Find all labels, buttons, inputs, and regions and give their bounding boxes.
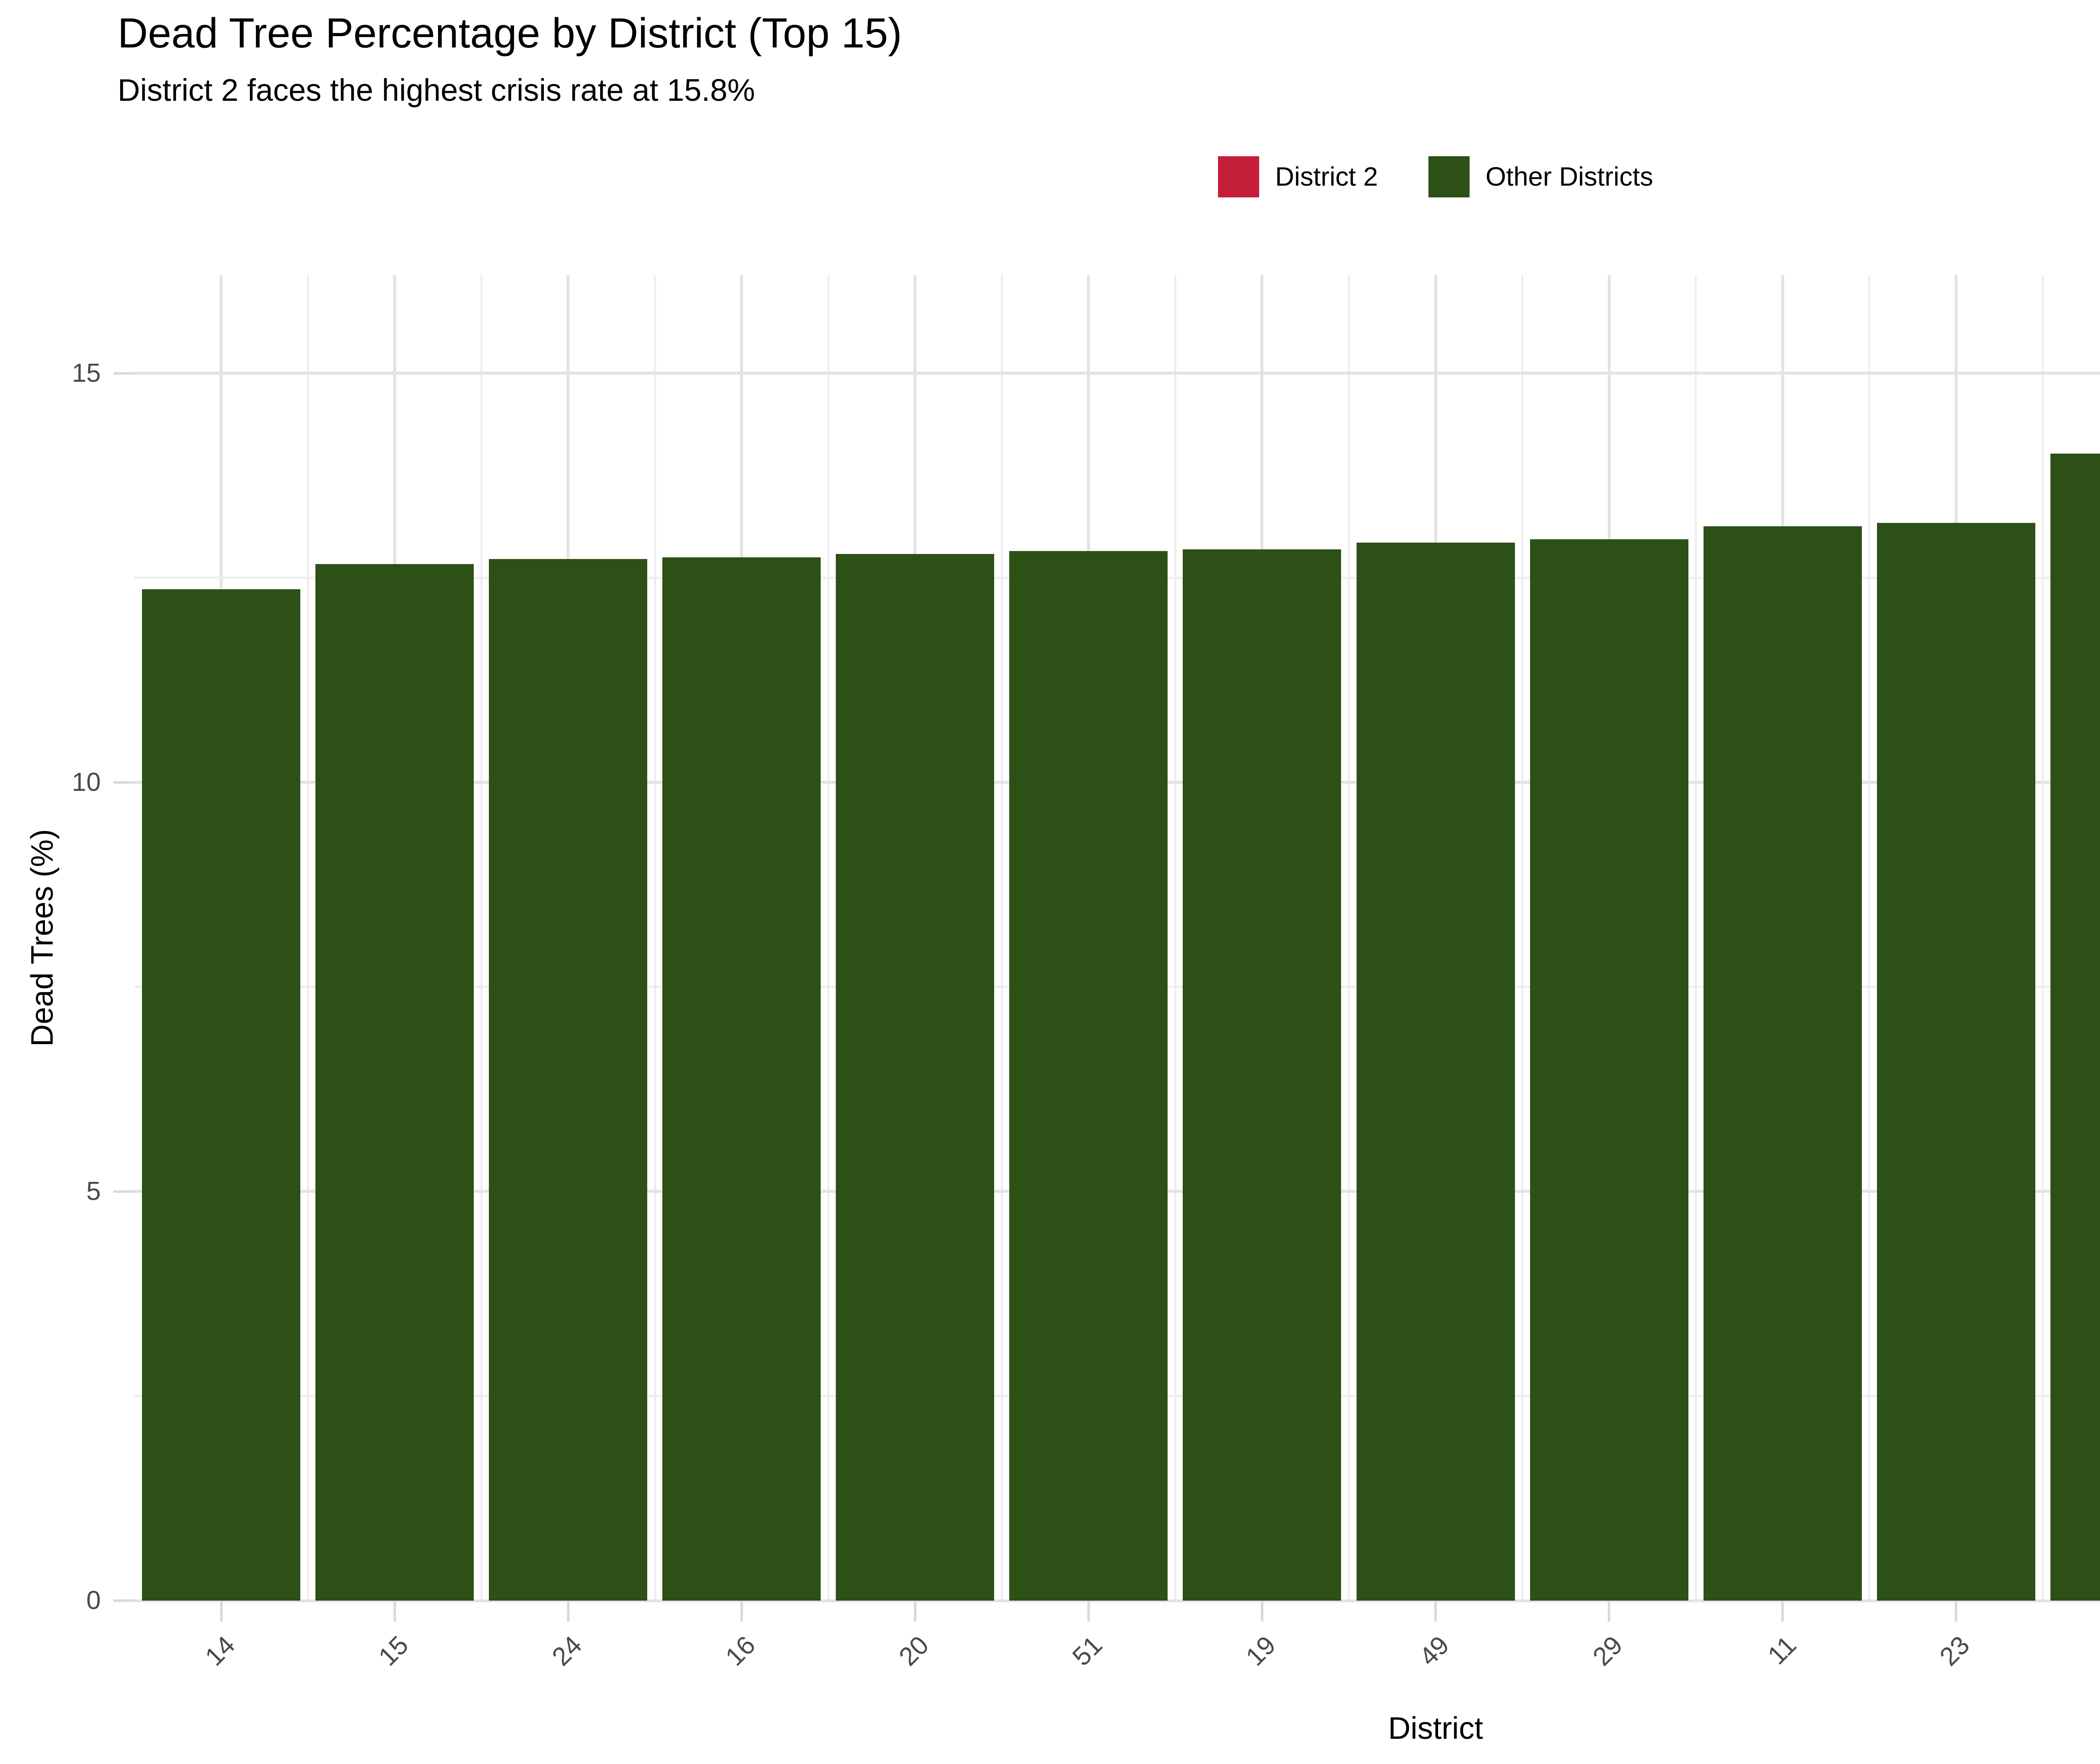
x-tick-mark (1434, 1601, 1437, 1622)
legend-swatch-district-2 (1218, 156, 1259, 197)
x-tick-mark (1781, 1601, 1784, 1622)
x-tick-label: 51 (1067, 1630, 1108, 1672)
y-axis-title: Dead Trees (%) (24, 829, 60, 1047)
bar-district-11 (1703, 526, 1862, 1601)
x-minor-gridline (1000, 275, 1003, 1601)
x-minor-gridline (480, 275, 483, 1601)
x-minor-gridline (1695, 275, 1697, 1601)
chart-subtitle: District 2 faces the highest crisis rate… (118, 73, 755, 108)
x-minor-gridline (654, 275, 656, 1601)
x-tick-label: 11 (1762, 1630, 1802, 1670)
y-major-gridline (134, 1599, 2100, 1602)
bar-district-51 (1009, 551, 1168, 1601)
x-minor-gridline (827, 275, 830, 1601)
bar-district-23 (1877, 523, 2035, 1601)
x-tick-label: 29 (1587, 1630, 1629, 1672)
x-tick-mark (567, 1601, 570, 1622)
x-tick-label: 20 (893, 1630, 934, 1672)
y-tick-label: 10 (72, 767, 101, 797)
bar-district-16 (662, 557, 821, 1601)
x-tick-label: 49 (1414, 1630, 1455, 1672)
legend-item-district-2: District 2 (1218, 156, 1378, 197)
plot-panel (134, 275, 2100, 1602)
y-tick-label: 0 (86, 1586, 101, 1615)
x-minor-gridline (1174, 275, 1176, 1601)
x-tick-mark (1955, 1601, 1958, 1622)
legend-swatch-other-districts (1428, 156, 1470, 197)
y-tick-label: 15 (72, 358, 101, 388)
x-tick-mark (1260, 1601, 1263, 1622)
bar-district-50 (2050, 453, 2100, 1601)
x-minor-gridline (1868, 275, 1871, 1601)
x-tick-mark (393, 1601, 396, 1622)
y-tick-label: 5 (86, 1176, 101, 1206)
bar-district-24 (489, 559, 648, 1601)
x-tick-mark (1087, 1601, 1090, 1622)
x-tick-mark (914, 1601, 916, 1622)
legend-label-district-2: District 2 (1275, 162, 1378, 192)
y-tick-mark (113, 781, 134, 784)
y-tick-mark (113, 1190, 134, 1193)
x-tick-label: 19 (1240, 1630, 1281, 1672)
x-tick-mark (740, 1601, 743, 1622)
bar-district-14 (142, 589, 301, 1601)
bar-district-19 (1183, 549, 1341, 1601)
x-tick-label: 15 (373, 1630, 414, 1672)
x-axis-title: District (1388, 1711, 1483, 1746)
x-tick-label: 16 (720, 1630, 761, 1672)
legend-item-other-districts: Other Districts (1428, 156, 1653, 197)
x-minor-gridline (1347, 275, 1350, 1601)
y-major-gridline (134, 372, 2100, 375)
bar-district-20 (836, 554, 995, 1601)
y-tick-mark (113, 1599, 134, 1602)
legend: District 2 Other Districts (134, 156, 2100, 197)
x-minor-gridline (2042, 275, 2044, 1601)
legend-label-other-districts: Other Districts (1485, 162, 1654, 192)
x-minor-gridline (307, 275, 309, 1601)
bar-district-49 (1356, 543, 1515, 1601)
x-tick-label: 24 (546, 1630, 588, 1672)
bar-district-15 (315, 564, 474, 1601)
bar-district-29 (1530, 539, 1688, 1601)
chart-title: Dead Tree Percentage by District (Top 15… (118, 10, 902, 57)
x-tick-label: 23 (1934, 1630, 1976, 1672)
y-tick-mark (113, 372, 134, 375)
x-tick-mark (220, 1601, 223, 1622)
x-tick-mark (1608, 1601, 1611, 1622)
x-tick-label: 14 (199, 1630, 241, 1672)
x-minor-gridline (1521, 275, 1524, 1601)
